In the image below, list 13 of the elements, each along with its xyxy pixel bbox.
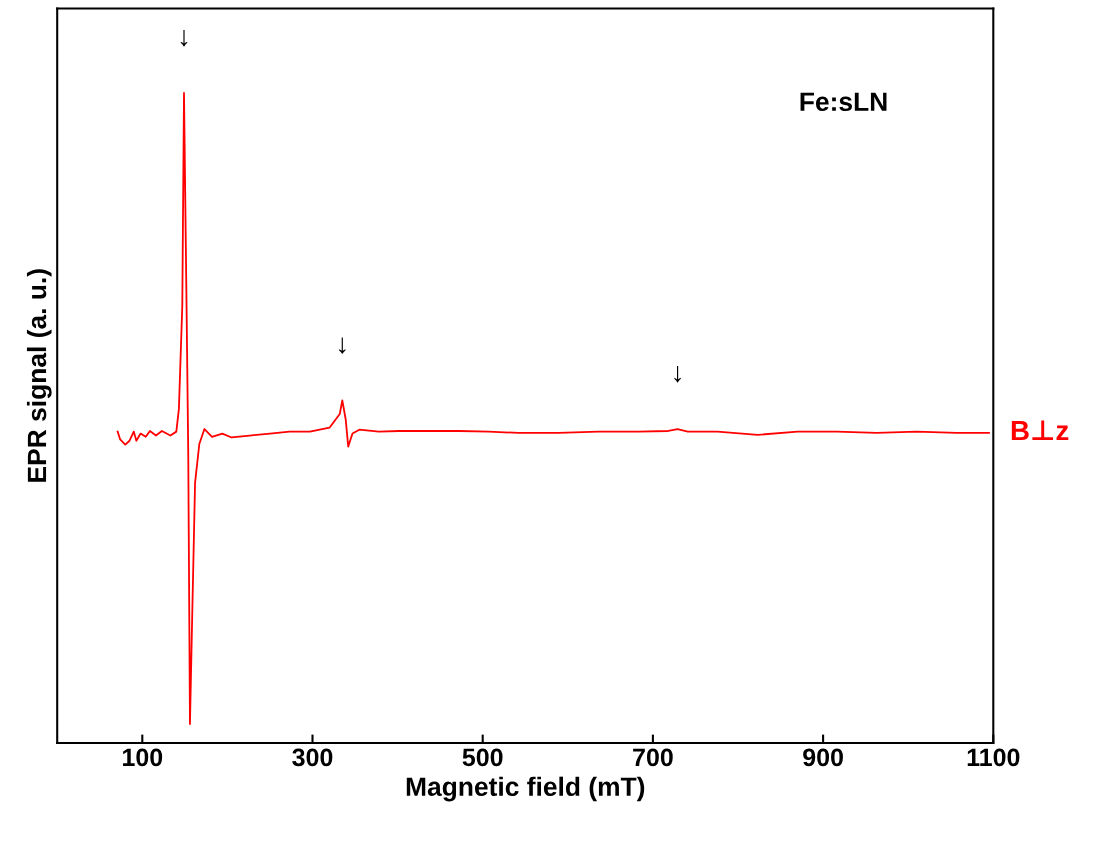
x-tick-label: 1100 [967, 748, 1020, 767]
annotation: Fe:sLN [800, 92, 887, 112]
x-tick-label: 900 [803, 748, 843, 767]
x-tick-label: 700 [633, 748, 673, 767]
series-label: B⊥z [1011, 420, 1069, 441]
x-tick-label: 100 [123, 748, 163, 767]
x-tick-label: 300 [292, 748, 333, 767]
y-axis-title: EPR signal (a. u.) [26, 269, 52, 482]
x-tick-label: 500 [462, 748, 503, 767]
annotation: ↓ [674, 365, 681, 383]
annotation: ↓ [180, 29, 188, 47]
annotation: ↓ [339, 337, 346, 354]
x-axis-title: Magnetic field (mT) [406, 776, 645, 802]
